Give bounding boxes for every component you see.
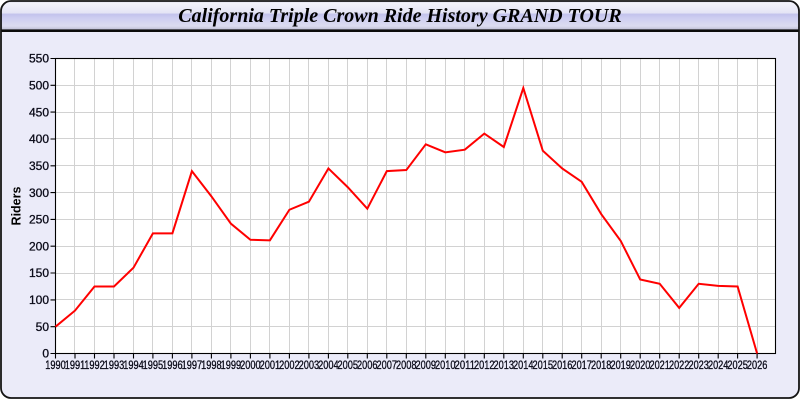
svg-text:2017: 2017: [571, 360, 592, 372]
svg-text:2001: 2001: [260, 360, 281, 372]
svg-text:450: 450: [29, 105, 49, 119]
svg-text:2012: 2012: [474, 360, 495, 372]
svg-text:2025: 2025: [727, 360, 748, 372]
svg-text:2021: 2021: [649, 360, 670, 372]
svg-text:California Triple Crown Ride H: California Triple Crown Ride History GRA…: [178, 5, 621, 27]
svg-text:2023: 2023: [688, 360, 709, 372]
svg-text:250: 250: [29, 213, 49, 227]
svg-text:300: 300: [29, 186, 49, 200]
svg-text:2022: 2022: [669, 360, 690, 372]
svg-text:100: 100: [29, 293, 49, 307]
svg-text:2000: 2000: [240, 360, 261, 372]
svg-text:2026: 2026: [747, 360, 768, 372]
svg-text:1990: 1990: [45, 360, 66, 372]
svg-text:2009: 2009: [416, 360, 437, 372]
svg-text:200: 200: [29, 239, 49, 253]
svg-text:2024: 2024: [708, 360, 729, 372]
svg-text:1995: 1995: [143, 360, 164, 372]
svg-text:1999: 1999: [221, 360, 242, 372]
svg-text:2010: 2010: [435, 360, 456, 372]
svg-text:2014: 2014: [513, 360, 534, 372]
svg-text:1994: 1994: [123, 360, 144, 372]
svg-text:2016: 2016: [552, 360, 573, 372]
svg-text:2011: 2011: [455, 360, 476, 372]
svg-text:1996: 1996: [162, 360, 183, 372]
svg-text:Riders: Riders: [10, 187, 24, 226]
svg-text:2013: 2013: [494, 360, 515, 372]
svg-text:500: 500: [29, 79, 49, 93]
svg-text:2002: 2002: [279, 360, 300, 372]
svg-text:2018: 2018: [591, 360, 612, 372]
svg-text:150: 150: [29, 266, 49, 280]
svg-text:2007: 2007: [377, 360, 398, 372]
svg-text:2004: 2004: [318, 360, 339, 372]
svg-text:2015: 2015: [533, 360, 554, 372]
svg-text:2020: 2020: [630, 360, 651, 372]
svg-text:1991: 1991: [65, 360, 86, 372]
svg-text:2008: 2008: [396, 360, 417, 372]
svg-text:1997: 1997: [182, 360, 203, 372]
svg-text:550: 550: [29, 52, 49, 66]
svg-text:2006: 2006: [357, 360, 378, 372]
svg-text:0: 0: [42, 347, 49, 361]
svg-text:400: 400: [29, 132, 49, 146]
svg-text:350: 350: [29, 159, 49, 173]
svg-text:2005: 2005: [338, 360, 359, 372]
svg-text:1998: 1998: [201, 360, 222, 372]
svg-text:2019: 2019: [610, 360, 631, 372]
svg-text:50: 50: [36, 320, 50, 334]
svg-text:2003: 2003: [299, 360, 320, 372]
svg-text:1993: 1993: [104, 360, 125, 372]
svg-text:1992: 1992: [84, 360, 105, 372]
